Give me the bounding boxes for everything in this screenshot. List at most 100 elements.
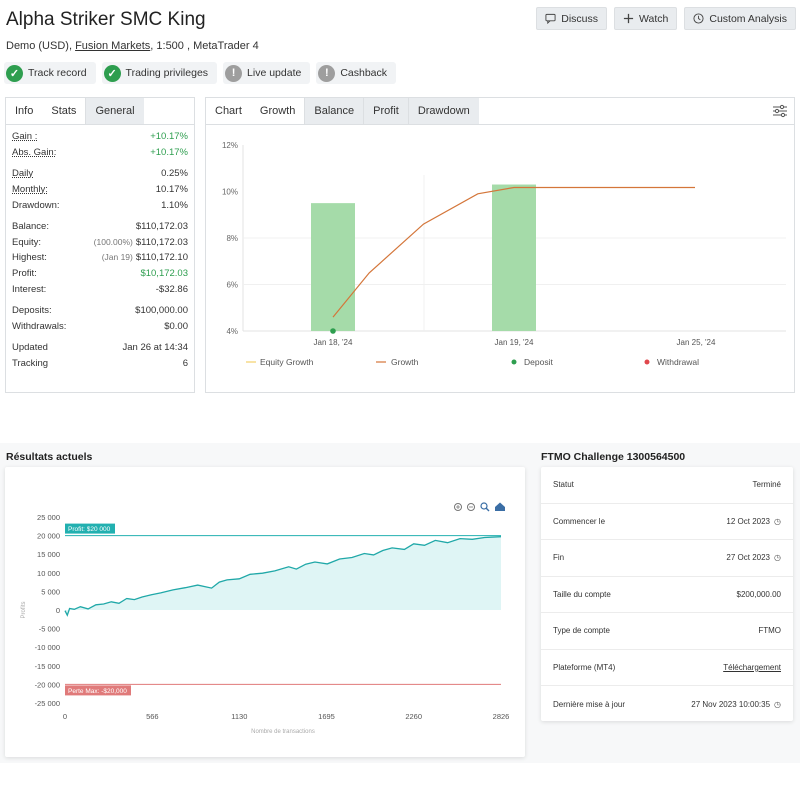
magnify-icon (485, 507, 490, 512)
x-tick-label: 0 (63, 712, 67, 721)
results-card: 25 000 20 000 15 000 10 000 5 000 0 -5 000 -10 … (5, 467, 525, 757)
y-tick-label: 10 000 (37, 569, 60, 578)
stat-label: Drawdown: (12, 199, 60, 211)
clock-icon: ◷ (774, 553, 781, 563)
x-axis-title: Nombre de transactions (251, 729, 315, 735)
stat-highest: Highest: (Jan 19) $110,172.10 (12, 250, 188, 266)
badge-trading-privileges: ✓ Trading privileges (101, 62, 218, 84)
stats-panel: Info Stats General Gain : +10.17% Abs. Ga… (5, 97, 195, 393)
account-type: Demo (USD), (6, 40, 73, 52)
growth-line (332, 186, 695, 318)
max-loss-tag (65, 685, 131, 696)
y-tick-label: -25 000 (35, 699, 60, 708)
badge-label: Cashback (340, 67, 388, 79)
profit-area (65, 536, 501, 616)
stat-value: +10.17% (150, 131, 188, 143)
stat-monthly: Monthly: 10.17% (12, 182, 188, 198)
ftmo-label: Taille du compte (553, 589, 611, 599)
tab-info[interactable]: Info (15, 105, 34, 117)
check-icon: ✓ (103, 64, 121, 82)
x-tick-label: Jan 25, '24 (677, 338, 716, 347)
leverage-platform: , 1:500 , MetaTrader 4 (150, 40, 259, 52)
stat-tracking: Tracking 6 (12, 356, 188, 372)
stat-withdrawals: Withdrawals: $0.00 (12, 319, 188, 335)
stat-highest-date: (Jan 19) (101, 252, 133, 263)
stat-label: Highest: (12, 252, 47, 264)
y-tick-label: 10% (222, 188, 238, 197)
stat-value: $10,172.03 (140, 268, 188, 280)
y-tick-label: 5 000 (41, 587, 60, 596)
ftmo-value: 12 Oct 2023 (726, 516, 771, 526)
stat-abs-gain: Abs. Gain: +10.17% (12, 145, 188, 161)
stat-label: Deposits: (12, 305, 52, 317)
badge-track-record: ✓ Track record (4, 62, 96, 84)
badge-label: Live update (247, 67, 302, 79)
y-tick-label: 4% (226, 327, 238, 336)
tab-general[interactable]: General (85, 98, 144, 124)
stat-value: 0.25% (161, 168, 188, 180)
stat-label: Balance: (12, 221, 49, 233)
clock-icon (693, 13, 704, 24)
stat-value: 6 (182, 358, 188, 370)
discuss-button[interactable]: Discuss (536, 7, 607, 30)
stat-balance: Balance: $110,172.03 (12, 219, 188, 235)
ftmo-label: Dernière mise à jour (553, 699, 626, 709)
custom-analysis-label: Custom Analysis (709, 12, 787, 25)
ftmo-value: FTMO (758, 626, 781, 636)
badge-label: Track record (28, 67, 87, 79)
y-tick-label: -15 000 (35, 662, 60, 671)
download-link[interactable]: Téléchargement (723, 662, 781, 672)
tab-drawdown[interactable]: Drawdown (407, 98, 479, 124)
comment-icon (545, 13, 556, 24)
tab-chart[interactable]: Chart (215, 105, 242, 117)
ftmo-row-status: Statut Terminé (541, 467, 793, 504)
custom-analysis-button[interactable]: Custom Analysis (684, 7, 796, 30)
stat-drawdown: Drawdown: 1.10% (12, 197, 188, 213)
stat-value: $110,172.10 (135, 252, 188, 264)
tab-growth[interactable]: Growth (259, 105, 296, 117)
y-tick-label: 12% (222, 141, 238, 150)
zoom-in-icon (456, 505, 460, 509)
y-tick-label: -5 000 (39, 625, 60, 634)
stat-equity-pct: (100.00%) (93, 236, 133, 247)
profit-target-label: Profit: $20 000 (68, 526, 111, 533)
ftmo-row-platform: Plateforme (MT4) Téléchargement (541, 650, 793, 686)
stat-label: Interest: (12, 283, 47, 295)
legend-deposit-swatch (511, 359, 517, 365)
growth-chart: 12% 10% 8% 6% 4% Jan 18, '24 Jan 19, '24 Jan 25… (222, 141, 786, 367)
stat-value: 1.10% (161, 199, 188, 211)
growth-bar (492, 184, 536, 331)
page-title: Alpha Striker SMC King (6, 9, 206, 30)
stat-profit: Profit: $10,172.03 (12, 266, 188, 282)
stat-daily: Daily 0.25% (12, 166, 188, 182)
stat-label: Tracking (12, 358, 49, 370)
tab-stats[interactable]: Stats (51, 105, 77, 117)
broker-link[interactable]: Fusion Markets (75, 40, 151, 52)
stat-equity: Equity: (100.00%) $110,172.03 (12, 235, 188, 251)
y-tick-label: 0 (56, 606, 60, 615)
results-title: Résultats actuels (6, 451, 93, 463)
exclamation-icon: ! (225, 64, 243, 82)
legend-withdrawal-swatch (644, 359, 650, 365)
watch-button[interactable]: Watch (614, 7, 678, 30)
stat-value: $100,000.00 (135, 305, 188, 317)
stat-label: Gain : (12, 131, 38, 143)
ftmo-row-updated: Dernière mise à jour 27 Nov 2023 10:00:35… (541, 686, 793, 723)
y-tick-label: -20 000 (35, 680, 60, 689)
stat-value: $110,172.03 (135, 236, 188, 248)
tab-balance[interactable]: Balance (304, 98, 364, 124)
ftmo-label: Type de compte (553, 626, 610, 636)
y-axis-title: Profits (21, 601, 27, 618)
clock-icon: ◷ (774, 516, 781, 526)
ftmo-value: 27 Oct 2023 (726, 553, 771, 563)
stat-label: Updated (12, 342, 48, 354)
filter-settings-icon[interactable] (772, 103, 788, 119)
status-badges: ✓ Track record ✓ Trading privileges ! Li… (4, 62, 397, 84)
tab-profit[interactable]: Profit (363, 98, 408, 124)
ftmo-row-size: Taille du compte $200,000.00 (541, 577, 793, 613)
badge-label: Trading privileges (125, 67, 209, 79)
ftmo-value: Terminé (752, 480, 781, 490)
x-tick-label: 2826 (493, 712, 510, 721)
stat-gain: Gain : +10.17% (12, 129, 188, 145)
check-icon: ✓ (6, 64, 23, 82)
